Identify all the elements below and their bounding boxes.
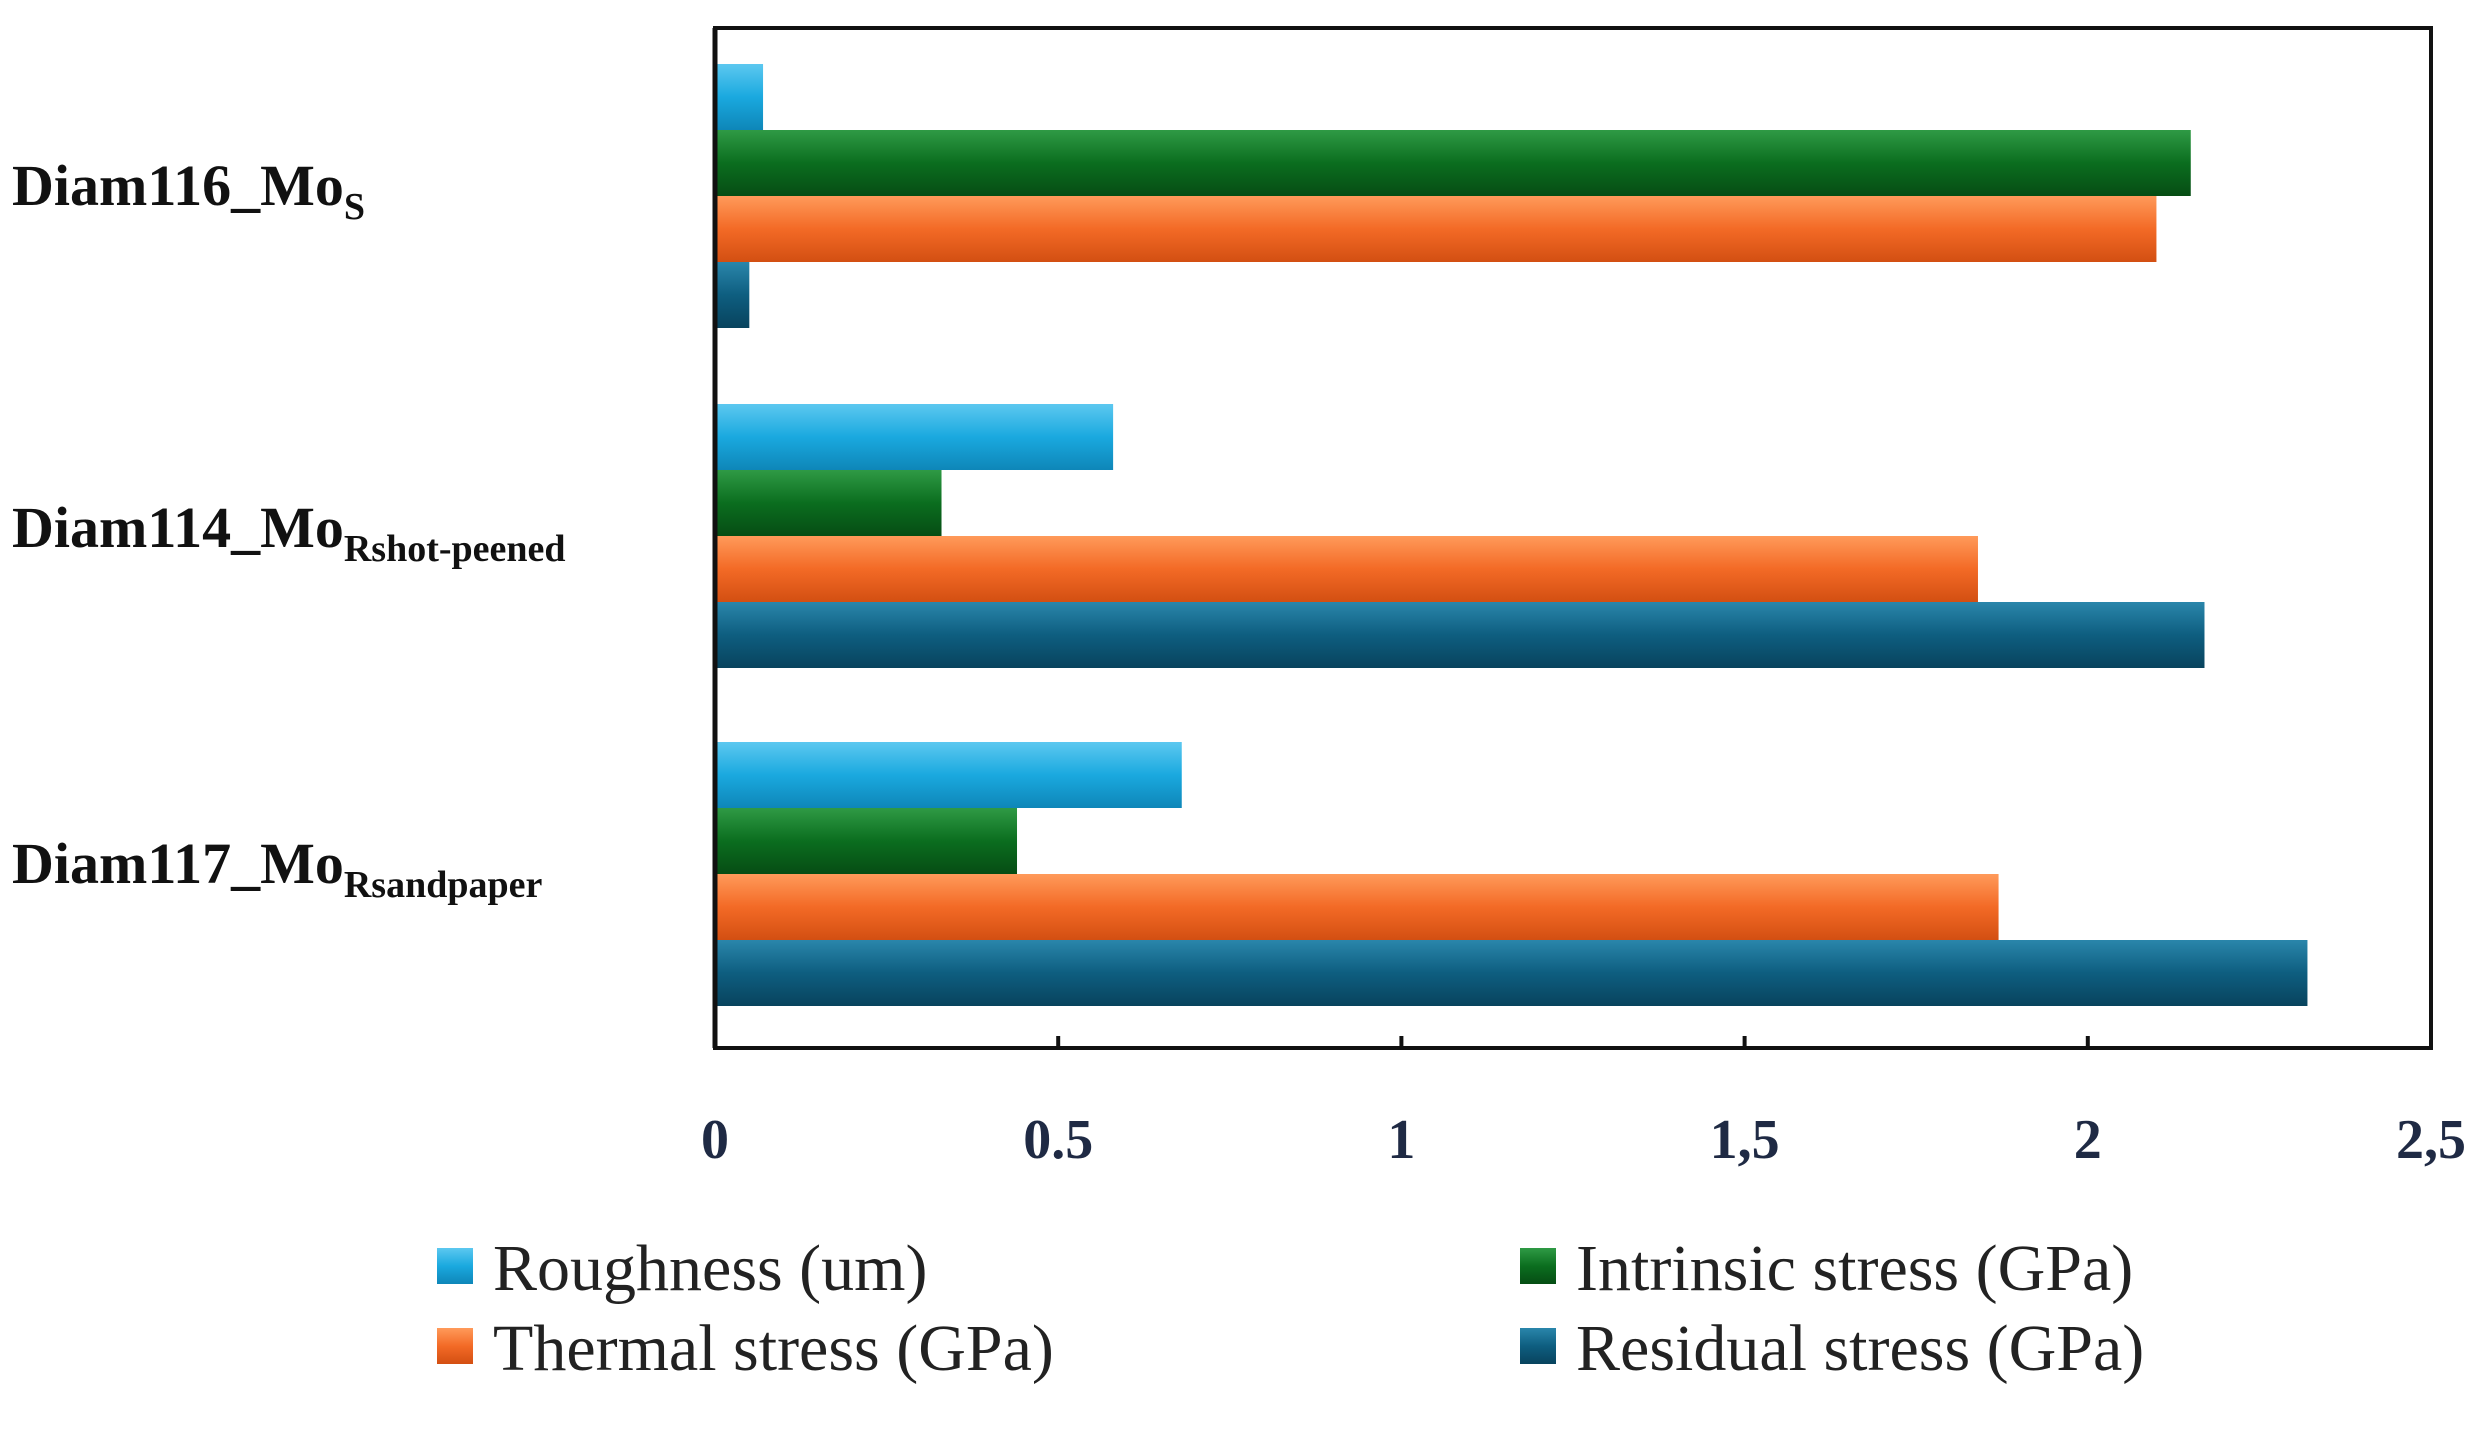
legend-swatch bbox=[1520, 1328, 1556, 1364]
category-label-subscript: S bbox=[344, 186, 365, 228]
x-tick-label: 0 bbox=[701, 1109, 729, 1171]
legend-swatch bbox=[1520, 1248, 1556, 1284]
bar-4-cat-2 bbox=[715, 602, 2205, 668]
legend-swatch bbox=[437, 1248, 473, 1284]
bar-2-cat-2 bbox=[715, 470, 942, 536]
category-label: Diam116_MoS bbox=[12, 153, 365, 228]
legend-item: Roughness (um) bbox=[437, 1232, 927, 1305]
legend-label: Residual stress (GPa) bbox=[1576, 1312, 2144, 1385]
legend-label: Intrinsic stress (GPa) bbox=[1576, 1232, 2133, 1305]
bar-2-cat-3 bbox=[715, 808, 1018, 874]
x-tick-label: 0.5 bbox=[1023, 1109, 1093, 1171]
category-label-subscript: Rsandpaper bbox=[344, 864, 543, 906]
category-label: Diam114_MoRshot-peened bbox=[12, 495, 566, 570]
bar-2-cat-1 bbox=[715, 130, 2191, 196]
x-tick-label: 2 bbox=[2074, 1109, 2102, 1171]
legend-item: Thermal stress (GPa) bbox=[437, 1312, 1054, 1385]
bar-3-cat-3 bbox=[715, 874, 1999, 940]
bar-1-cat-2 bbox=[715, 404, 1114, 470]
bar-1-cat-1 bbox=[715, 64, 764, 130]
bar-1-cat-3 bbox=[715, 742, 1182, 808]
legend-item: Intrinsic stress (GPa) bbox=[1520, 1232, 2133, 1305]
bar-4-cat-3 bbox=[715, 940, 2308, 1006]
x-tick-label: 1,5 bbox=[1710, 1109, 1780, 1171]
bar-3-cat-2 bbox=[715, 536, 1978, 602]
legend-label: Thermal stress (GPa) bbox=[493, 1312, 1054, 1385]
x-tick-label: 2,5 bbox=[2396, 1109, 2466, 1171]
bar-4-cat-1 bbox=[715, 262, 750, 328]
category-label-subscript: Rshot-peened bbox=[344, 528, 566, 570]
bar-3-cat-1 bbox=[715, 196, 2157, 262]
category-label: Diam117_MoRsandpaper bbox=[12, 831, 542, 906]
legend-label: Roughness (um) bbox=[493, 1232, 927, 1305]
x-tick-label: 1 bbox=[1387, 1109, 1415, 1171]
legend-item: Residual stress (GPa) bbox=[1520, 1312, 2144, 1385]
legend-swatch bbox=[437, 1328, 473, 1364]
